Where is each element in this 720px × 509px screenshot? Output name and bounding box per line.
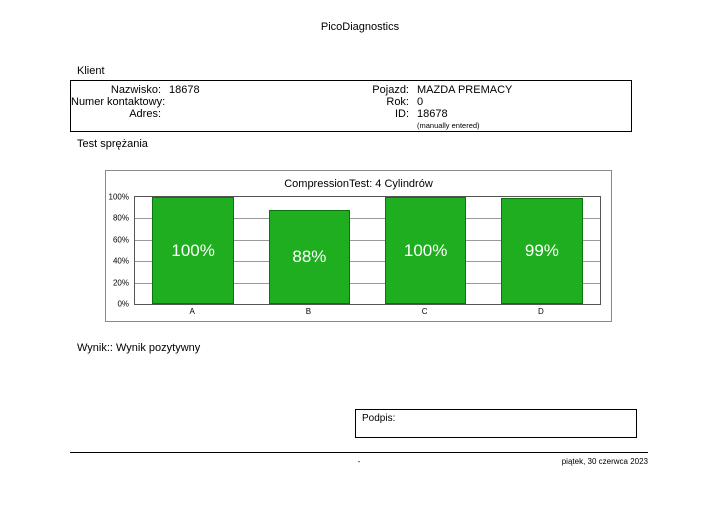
id-note-row: (manually entered) — [351, 120, 512, 132]
bar-cylinder-A: 100% — [152, 197, 234, 304]
client-name-value: 18678 — [169, 84, 200, 96]
vehicle-label: Pojazd: — [372, 84, 409, 96]
client-info-right-column: Pojazd: MAZDA PREMACY Rok: 0 ID: 18678 (… — [351, 84, 512, 132]
y-axis: 100% 80% 60% 40% 20% 0% — [106, 193, 132, 309]
client-contact-label: Numer kontaktowy: — [71, 96, 166, 108]
bar-cylinder-D: 99% — [501, 198, 583, 304]
client-name-label: Nazwisko: — [110, 84, 161, 96]
document-title: PicoDiagnostics — [320, 21, 400, 33]
y-tick-label: 0% — [117, 299, 129, 309]
footer-date: piątek, 30 czerwca 2023 — [561, 457, 648, 466]
bar-cylinder-C: 100% — [384, 197, 467, 304]
client-name-row: Nazwisko: 18678 — [71, 84, 200, 96]
gridline — [135, 239, 600, 241]
vehicle-row: Pojazd: MAZDA PREMACY — [351, 84, 512, 96]
bar-value-label: 99% — [524, 241, 559, 261]
y-tick-label: 80% — [112, 213, 129, 223]
bar-value-label: 88% — [292, 246, 327, 266]
bar-slot-D: 99% — [484, 197, 600, 304]
id-row: ID: 18678 — [351, 108, 512, 120]
bar-value-label: 100% — [171, 240, 215, 260]
plot-area: 100% 88% 100% 99% — [134, 196, 601, 305]
client-address-row: Adres: — [71, 108, 200, 120]
id-label: ID: — [394, 108, 409, 120]
signature-label: Podpis: — [362, 413, 396, 424]
client-info-box: Nazwisko: 18678 Numer kontaktowy: Adres:… — [70, 80, 632, 132]
y-tick-label: 20% — [112, 278, 129, 288]
signature-box: Podpis: — [355, 409, 637, 438]
footer-divider — [70, 452, 648, 453]
client-address-label: Adres: — [129, 108, 161, 120]
year-label: Rok: — [386, 96, 409, 108]
bar-value-label: 100% — [403, 240, 448, 260]
x-tick-label-D: D — [537, 307, 544, 316]
client-contact-row: Numer kontaktowy: — [71, 96, 200, 108]
client-info-left-column: Nazwisko: 18678 Numer kontaktowy: Adres: — [71, 84, 200, 120]
bar-slot-C: 100% — [368, 197, 484, 304]
chart-title: CompressionTest: 4 Cylindrów — [284, 178, 433, 190]
x-tick-label-B: B — [305, 307, 312, 316]
year-value: 0 — [417, 96, 424, 108]
id-note-spacer — [351, 120, 409, 132]
year-row: Rok: 0 — [351, 96, 512, 108]
x-axis: A B C D — [134, 307, 599, 316]
bar-slot-B: 88% — [251, 197, 367, 304]
bar-slot-A: 100% — [135, 197, 251, 304]
footer-page-marker: - — [357, 457, 361, 466]
client-section-label: Klient — [77, 65, 105, 77]
id-value: 18678 — [417, 108, 448, 120]
footer: - piątek, 30 czerwca 2023 — [70, 457, 648, 469]
result-text: Wynik:: Wynik pozytywny — [77, 342, 201, 354]
gridline — [135, 218, 600, 220]
y-tick-label: 100% — [108, 192, 129, 202]
x-tick-label-C: C — [421, 307, 428, 316]
bar-cylinder-B: 88% — [268, 209, 351, 304]
y-tick-label: 40% — [112, 256, 129, 266]
vehicle-value: MAZDA PREMACY — [417, 84, 513, 96]
compression-chart: CompressionTest: 4 Cylindrów 100% 80% 60% 4… — [105, 170, 612, 322]
gridline — [135, 282, 600, 284]
gridline — [135, 261, 600, 263]
id-note: (manually entered) — [417, 121, 480, 130]
test-section-label: Test sprężania — [77, 138, 148, 150]
x-tick-label-A: A — [189, 307, 195, 316]
y-tick-label: 60% — [112, 235, 129, 245]
